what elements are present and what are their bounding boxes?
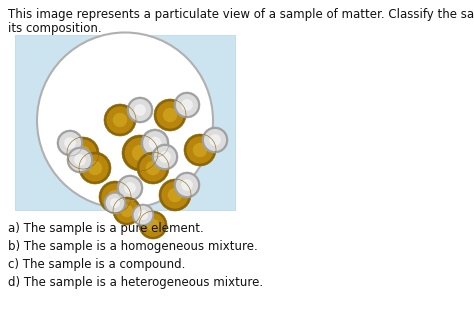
Circle shape [162,181,189,209]
Circle shape [176,174,198,196]
Circle shape [159,151,171,163]
Text: c) The sample is a compound.: c) The sample is a compound. [8,258,185,271]
Circle shape [152,144,178,170]
Circle shape [108,190,122,204]
Text: its composition.: its composition. [8,22,101,35]
Circle shape [104,104,136,136]
Circle shape [141,129,169,157]
Circle shape [139,155,166,181]
Circle shape [202,127,228,153]
Circle shape [113,197,141,225]
Circle shape [57,130,83,156]
Circle shape [184,134,216,166]
Text: b) The sample is a homogeneous mixture.: b) The sample is a homogeneous mixture. [8,240,258,253]
Circle shape [137,152,169,184]
Circle shape [127,97,153,123]
Text: d) The sample is a heterogeneous mixture.: d) The sample is a heterogeneous mixture… [8,276,263,289]
Circle shape [125,138,155,168]
Circle shape [69,149,91,171]
Circle shape [110,198,120,208]
Circle shape [115,199,139,223]
Circle shape [143,131,167,155]
Circle shape [106,194,124,212]
Circle shape [138,210,148,220]
Circle shape [204,129,226,151]
Circle shape [163,108,177,122]
Circle shape [88,161,102,175]
Circle shape [37,32,213,209]
Circle shape [174,172,200,198]
Circle shape [134,206,152,224]
Circle shape [121,205,133,217]
Circle shape [156,101,183,129]
Circle shape [117,175,143,201]
Circle shape [181,179,193,191]
Circle shape [174,92,200,118]
Circle shape [159,179,191,211]
Circle shape [82,155,109,181]
Circle shape [122,135,158,171]
Circle shape [67,137,99,169]
Circle shape [181,99,193,111]
Circle shape [146,219,159,231]
Text: a) The sample is a pure element.: a) The sample is a pure element. [8,222,204,235]
Circle shape [69,139,97,167]
Circle shape [146,161,160,175]
FancyBboxPatch shape [15,35,235,210]
Circle shape [104,192,126,214]
Circle shape [209,134,221,146]
Circle shape [154,146,176,168]
Circle shape [132,204,154,226]
Circle shape [79,152,111,184]
Circle shape [132,145,148,161]
Circle shape [149,137,161,149]
Circle shape [141,213,165,237]
Circle shape [119,177,141,199]
Circle shape [106,106,134,133]
Circle shape [64,137,76,149]
Circle shape [124,182,136,194]
Circle shape [134,104,146,116]
Circle shape [99,181,131,213]
Circle shape [101,183,128,211]
Circle shape [193,143,207,157]
Circle shape [139,211,167,239]
Circle shape [129,99,151,121]
Circle shape [76,146,90,160]
Text: This image represents a particulate view of a sample of matter. Classify the sam: This image represents a particulate view… [8,8,474,21]
Circle shape [154,99,186,131]
Circle shape [168,188,182,202]
Circle shape [74,154,86,166]
Circle shape [67,147,93,173]
Circle shape [186,136,214,164]
Circle shape [113,113,127,127]
Circle shape [59,132,81,154]
Circle shape [176,94,198,116]
